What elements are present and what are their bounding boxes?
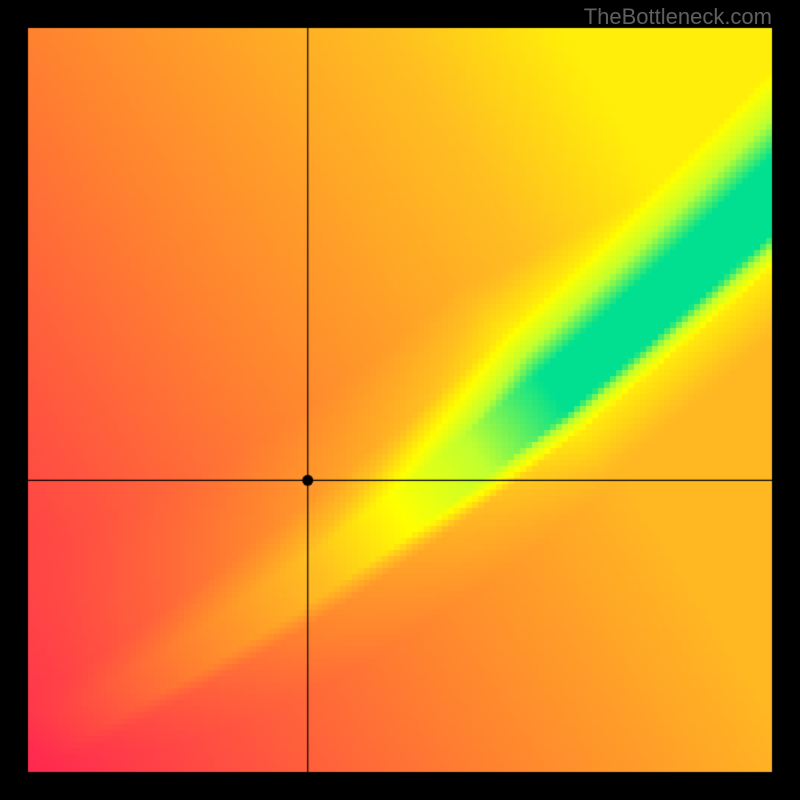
chart-container: TheBottleneck.com [0,0,800,800]
heatmap-canvas [0,0,800,800]
watermark-text: TheBottleneck.com [584,4,772,30]
